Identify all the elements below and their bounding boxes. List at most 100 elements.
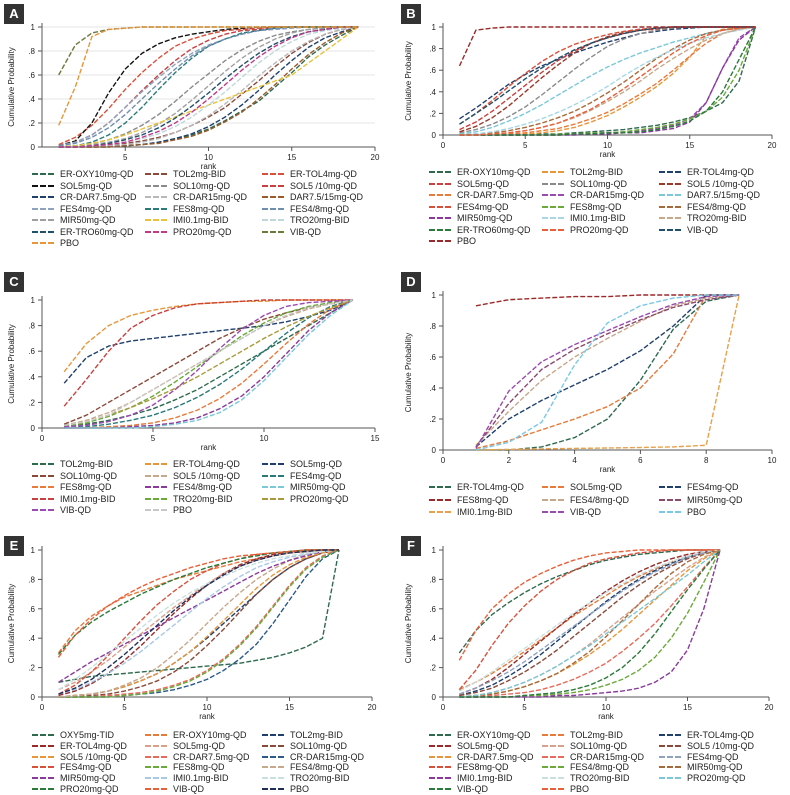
- panel-label-c: C: [4, 272, 24, 292]
- legend-label: CR-DAR15mg-QD: [290, 751, 365, 762]
- legend-swatch: [542, 498, 566, 501]
- legend-label: VIB-QD: [687, 224, 719, 235]
- series-line-f-2: [459, 549, 721, 697]
- series-line-e-5: [58, 549, 340, 698]
- series-line-d-8: [475, 294, 740, 451]
- legend-swatch: [32, 486, 56, 488]
- legend-label: ER-OXY10mg-QD: [457, 730, 531, 740]
- y-tick-label-d: .4: [429, 384, 436, 393]
- legend-swatch: [145, 207, 169, 210]
- y-tick-label-c: .4: [28, 373, 35, 382]
- y-tick-label-b: .2: [429, 109, 436, 118]
- legend-label: ER-TOL4mg-QD: [687, 730, 754, 740]
- legend-swatch: [429, 194, 453, 196]
- legend-label: FES4mg-QD: [457, 201, 509, 212]
- legend-label: SOL5mg-QD: [60, 180, 113, 191]
- legend-label: MIR50mg-QD: [687, 494, 743, 505]
- legend-label: SOL5 /10mg-QD: [687, 178, 755, 189]
- series-line-b-6: [459, 26, 756, 136]
- series-line-a-16: [58, 26, 359, 148]
- series-line-f-1: [459, 549, 721, 691]
- legend-swatch: [262, 230, 286, 233]
- legend-label: TRO20mg-BID: [290, 773, 350, 784]
- legend-swatch: [542, 777, 566, 780]
- y-tick-label-f: .8: [429, 575, 436, 584]
- series-line-c-5: [64, 299, 353, 429]
- legend-swatch: [659, 498, 683, 501]
- legend-swatch: [145, 777, 169, 780]
- series-line-d-4: [475, 294, 740, 446]
- x-tick-label-c: 10: [260, 434, 269, 443]
- series-line-b-16: [459, 26, 756, 136]
- series-line-d-5: [475, 294, 740, 448]
- legend-swatch: [429, 228, 453, 231]
- legend-swatch: [262, 196, 286, 198]
- series-line-e-14: [58, 549, 340, 691]
- series-line-a-8: [58, 26, 359, 148]
- legend-swatch: [429, 182, 453, 185]
- legend-label: IMI0.1mg-BID: [570, 213, 626, 223]
- legend-swatch: [659, 755, 683, 758]
- y-tick-label-f: .4: [429, 634, 436, 643]
- legend-label: FES4mg-QD: [687, 751, 739, 762]
- series-line-b-4: [459, 26, 756, 134]
- legend-label: IMI0.1mg-BID: [457, 507, 513, 517]
- x-tick-label-a: 20: [371, 153, 380, 162]
- x-tick-label-f: 5: [522, 703, 527, 712]
- legend-swatch: [429, 217, 453, 219]
- y-tick-label-f: 1: [432, 546, 437, 555]
- legend-swatch: [659, 486, 683, 488]
- series-line-f-3: [459, 549, 721, 695]
- y-tick-label-e: .6: [28, 605, 35, 614]
- legend-swatch: [429, 511, 453, 513]
- legend-swatch: [659, 777, 683, 780]
- legend-label: FES4mg-QD: [60, 203, 112, 214]
- legend-swatch: [32, 230, 56, 233]
- panel-a: 0.2.4.6.8 1 5 10 15 20 rank Cumulative Probabil…: [0, 0, 390, 265]
- legend-label: SOL5 /10mg-QD: [173, 470, 241, 481]
- legend-label: SOL10mg-QD: [290, 740, 348, 751]
- legend-swatch: [145, 509, 169, 511]
- legend-label: ER-TRO60mg-QD: [457, 224, 531, 235]
- legend-label: ER-TOL4mg-QD: [687, 167, 754, 177]
- series-line-a-18: [58, 26, 359, 126]
- legend-swatch: [659, 766, 683, 769]
- legend-label: VIB-QD: [290, 226, 322, 237]
- legend-label: FES8mg-QD: [60, 482, 112, 492]
- x-tick-label-a: 15: [287, 153, 296, 162]
- series-line-e-7: [58, 549, 340, 698]
- legend-swatch: [262, 219, 286, 221]
- series-line-c-6: [64, 299, 354, 429]
- legend-swatch: [262, 474, 286, 477]
- x-axis-title-a: rank: [201, 162, 218, 171]
- legend-swatch: [542, 205, 566, 208]
- legend-label: SOL5 /10mg-QD: [290, 180, 358, 191]
- legend-swatch: [429, 744, 453, 747]
- panel-label-e: E: [4, 536, 24, 556]
- legend-swatch: [145, 196, 169, 198]
- legend-label: TOL2mg-BID: [60, 459, 113, 469]
- series-line-a-7: [58, 26, 359, 148]
- legend-label: TRO20mg-BID: [290, 215, 350, 225]
- legend-label: ER-TOL4mg-QD: [173, 459, 240, 469]
- legend-swatch: [659, 194, 683, 196]
- y-tick-label-e: .2: [28, 664, 35, 673]
- legend-label: PBO: [60, 238, 80, 248]
- series-line-e-13: [58, 549, 340, 695]
- series-line-e-10: [58, 549, 340, 698]
- legend-label: FES8mg-QD: [457, 762, 509, 773]
- x-tick-label-d: 8: [704, 456, 709, 465]
- legend-swatch: [429, 755, 453, 758]
- legend-swatch: [32, 734, 56, 736]
- legend-swatch: [659, 734, 683, 736]
- legend-swatch: [262, 734, 286, 736]
- series-line-c-11: [64, 299, 354, 427]
- legend-swatch: [429, 205, 453, 208]
- series-line-e-9: [58, 549, 339, 695]
- series-line-f-8: [459, 549, 721, 695]
- legend-swatch: [659, 228, 683, 231]
- y-tick-label-a: .8: [28, 47, 35, 56]
- legend-swatch: [262, 497, 286, 500]
